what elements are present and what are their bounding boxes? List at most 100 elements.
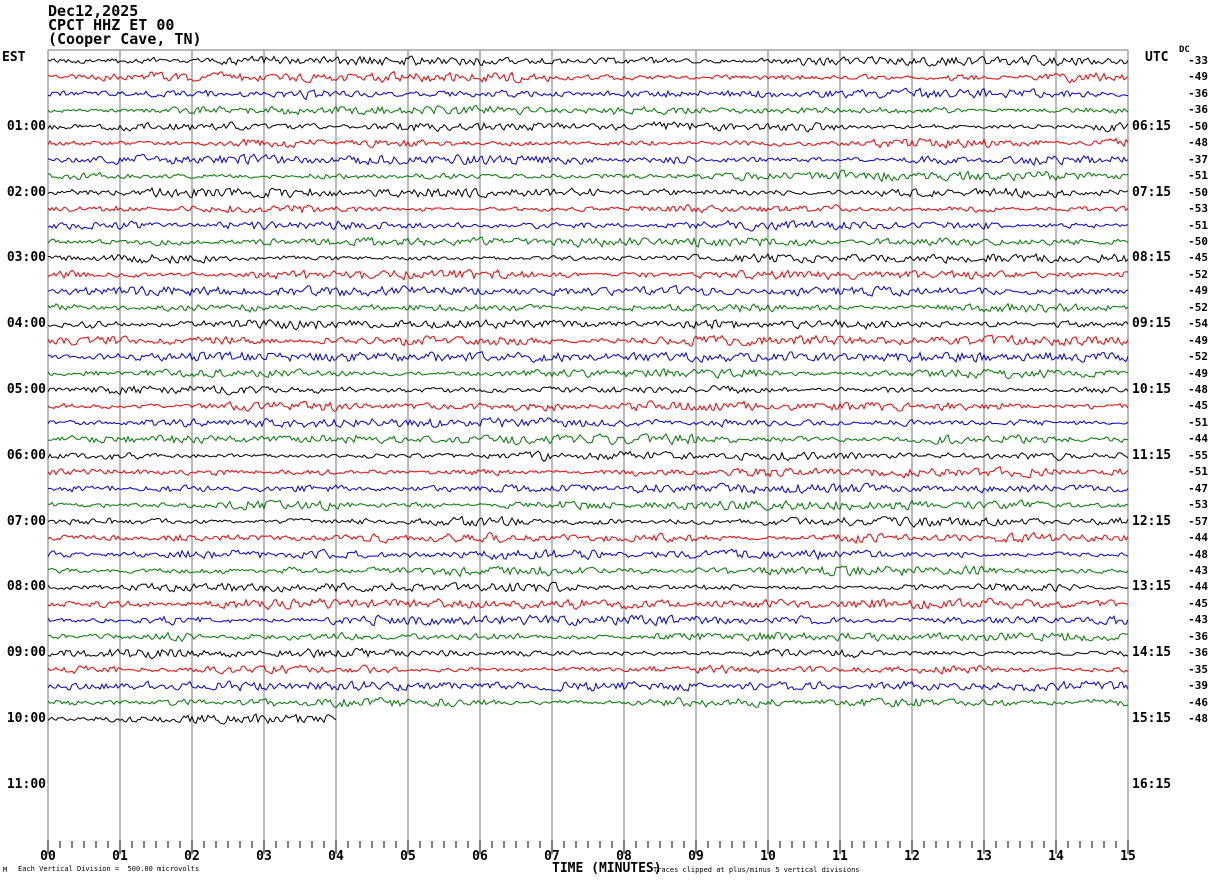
dc-offset-value: -36 xyxy=(1188,646,1208,660)
seismogram-trace xyxy=(47,581,1129,593)
seismogram-trace xyxy=(47,87,1129,101)
left-time-label: 11:00 xyxy=(6,776,46,792)
seismogram-trace xyxy=(47,121,1129,133)
x-axis-label: TIME (MINUTES) xyxy=(552,861,662,876)
dc-offset-value: -55 xyxy=(1188,448,1208,462)
dc-offset-value: -48 xyxy=(1188,136,1208,150)
right-time-label: 11:15 xyxy=(1132,447,1172,463)
dc-offset-value: -36 xyxy=(1188,86,1208,100)
dc-offset-value: -53 xyxy=(1188,498,1208,512)
x-axis-tick: 03 xyxy=(256,849,272,864)
seismogram-trace xyxy=(47,597,1129,611)
seismogram-trace xyxy=(47,169,1129,183)
dc-offset-value: -37 xyxy=(1188,152,1208,166)
x-axis-tick: 14 xyxy=(1048,849,1064,864)
left-time-label: 05:00 xyxy=(6,382,46,397)
dc-offset-value: -53 xyxy=(1188,202,1208,216)
seismogram-trace xyxy=(47,465,1129,479)
seismogram-trace xyxy=(47,269,1129,281)
right-time-label: 06:15 xyxy=(1132,118,1172,134)
seismogram-trace xyxy=(47,664,1129,675)
seismogram-trace xyxy=(47,153,1129,167)
dc-offset-value: -44 xyxy=(1188,531,1208,545)
right-time-label: 15:15 xyxy=(1132,711,1172,726)
x-axis-tick: 15 xyxy=(1120,849,1136,864)
left-time-label: 01:00 xyxy=(6,118,46,134)
seismogram-trace xyxy=(47,104,1129,116)
right-time-label: 08:15 xyxy=(1132,250,1172,266)
seismogram-trace xyxy=(47,432,1129,446)
x-axis-tick: 07 xyxy=(544,849,560,864)
seismogram-trace xyxy=(47,70,1129,84)
dc-label: DC xyxy=(1179,45,1190,55)
x-axis-tick: 01 xyxy=(112,849,128,864)
dc-offset-value: -47 xyxy=(1188,481,1208,495)
dc-offset-value: -43 xyxy=(1188,563,1208,577)
seismogram-trace xyxy=(47,219,1129,232)
seismogram-trace xyxy=(47,515,1129,529)
dc-offset-value: -44 xyxy=(1188,580,1208,594)
x-axis-tick: 11 xyxy=(832,849,848,864)
seismogram-trace xyxy=(47,302,1129,314)
dc-offset-value: -49 xyxy=(1188,333,1208,347)
dc-offset-value: -49 xyxy=(1188,366,1208,380)
x-axis-tick: 04 xyxy=(328,849,344,864)
x-axis-tick: 06 xyxy=(472,849,488,864)
clip-note: Traces clipped at plus/minus 5 vertical … xyxy=(653,866,860,874)
seismogram-trace xyxy=(47,400,1129,413)
dc-offset-value: -54 xyxy=(1188,317,1208,331)
seismogram-trace xyxy=(47,384,1129,396)
dc-offset-value: -50 xyxy=(1188,185,1208,199)
seismogram-trace xyxy=(47,482,1129,495)
dc-offset-value: -39 xyxy=(1188,679,1208,693)
dc-offset-value: -49 xyxy=(1188,284,1208,298)
dc-offset-value: -52 xyxy=(1188,350,1208,364)
left-axis-label: EST xyxy=(2,50,26,65)
dc-offset-value: -36 xyxy=(1188,103,1208,117)
right-time-label: 09:15 xyxy=(1132,316,1172,332)
seismogram-trace xyxy=(47,236,1129,248)
seismogram-trace xyxy=(47,367,1129,380)
left-time-label: 02:00 xyxy=(6,184,46,200)
x-axis-tick: 09 xyxy=(688,849,704,864)
dc-offset-value: -48 xyxy=(1188,712,1208,725)
left-time-label: 07:00 xyxy=(6,513,46,529)
dc-offset-value: -52 xyxy=(1188,300,1208,314)
seismogram-trace xyxy=(48,252,1129,265)
seismogram-trace xyxy=(47,186,1129,199)
corner-mark: M xyxy=(3,866,8,874)
dc-offset-value: -45 xyxy=(1188,596,1208,610)
left-time-label: 08:00 xyxy=(6,579,46,595)
seismogram-trace xyxy=(47,137,1129,150)
left-time-label: 09:00 xyxy=(6,645,46,661)
right-time-label: 07:15 xyxy=(1132,184,1172,200)
x-axis-tick: 05 xyxy=(400,849,416,864)
x-axis-tick: 10 xyxy=(760,849,776,864)
seismogram-trace xyxy=(47,334,1129,347)
left-time-label: 04:00 xyxy=(6,316,46,332)
x-axis-tick: 02 xyxy=(184,849,200,864)
dc-offset-value: -49 xyxy=(1188,70,1208,84)
right-time-label: 12:15 xyxy=(1132,513,1172,529)
dc-offset-value: -33 xyxy=(1188,54,1208,67)
header-date: Dec12,2025 xyxy=(48,2,139,20)
seismogram-trace xyxy=(47,614,1129,627)
seismogram-trace xyxy=(47,450,1129,462)
seismogram-trace xyxy=(47,696,1129,709)
seismogram-trace xyxy=(47,318,1129,331)
dc-offset-value: -50 xyxy=(1188,234,1208,248)
seismogram-trace xyxy=(47,565,1129,578)
left-time-label: 06:00 xyxy=(6,447,46,463)
left-time-label: 10:00 xyxy=(6,711,46,726)
dc-offset-value: -36 xyxy=(1188,629,1208,643)
dc-offset-value: -50 xyxy=(1188,119,1208,133)
seismogram-trace xyxy=(47,350,1129,364)
seismogram-trace xyxy=(47,499,1129,512)
seismogram-trace xyxy=(47,203,1129,214)
seismogram-trace xyxy=(47,531,1129,545)
seismogram-trace xyxy=(47,631,1129,643)
seismogram-trace xyxy=(47,548,1129,561)
left-time-label: 03:00 xyxy=(6,250,46,266)
dc-offset-value: -43 xyxy=(1188,613,1208,627)
